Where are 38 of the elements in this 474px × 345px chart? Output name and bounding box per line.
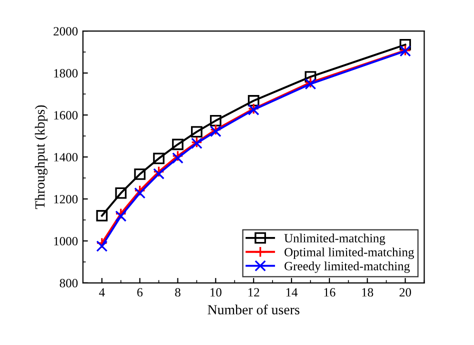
x-tick-label: 14	[286, 288, 298, 296]
point	[96, 237, 108, 249]
legend-label: Unlimited-matching	[284, 234, 386, 246]
legend-label: Greedy limited-matching	[284, 262, 410, 273]
x-tick-label: 6	[137, 288, 143, 297]
x-tick-label: 8	[175, 288, 180, 297]
point	[115, 210, 127, 222]
x-tick-label: 18	[362, 288, 374, 297]
point	[96, 210, 108, 222]
y-tick-label: 1000	[54, 236, 78, 246]
legend-label: Optimal limited-matching	[284, 248, 414, 259]
x-tick-label: 10	[210, 288, 222, 297]
x-tick-label: 20	[400, 288, 412, 297]
point	[153, 166, 164, 178]
point	[134, 187, 146, 199]
y-axis-title: Throughput (kbps)	[34, 105, 48, 209]
point	[248, 95, 260, 106]
point	[115, 208, 127, 220]
x-tick-label: 16	[324, 288, 336, 297]
point	[134, 184, 146, 196]
y-tick-label: 2000	[54, 27, 78, 36]
y-tick-label: 1800	[54, 69, 78, 78]
y-tick-label: 1600	[54, 111, 78, 120]
point	[191, 126, 202, 138]
point	[172, 138, 184, 150]
point	[153, 152, 164, 164]
point	[134, 168, 146, 180]
y-tick-label: 1400	[54, 153, 78, 162]
point	[400, 38, 411, 50]
point	[210, 114, 222, 126]
point	[96, 240, 108, 252]
x-tick-label: 4	[99, 288, 105, 296]
x-axis-title: Number of users	[208, 304, 300, 314]
point	[115, 187, 127, 199]
x-tick-label: 12	[248, 288, 260, 296]
point	[153, 168, 164, 180]
y-tick-label: 800	[60, 278, 78, 288]
y-tick-label: 1200	[54, 194, 78, 204]
